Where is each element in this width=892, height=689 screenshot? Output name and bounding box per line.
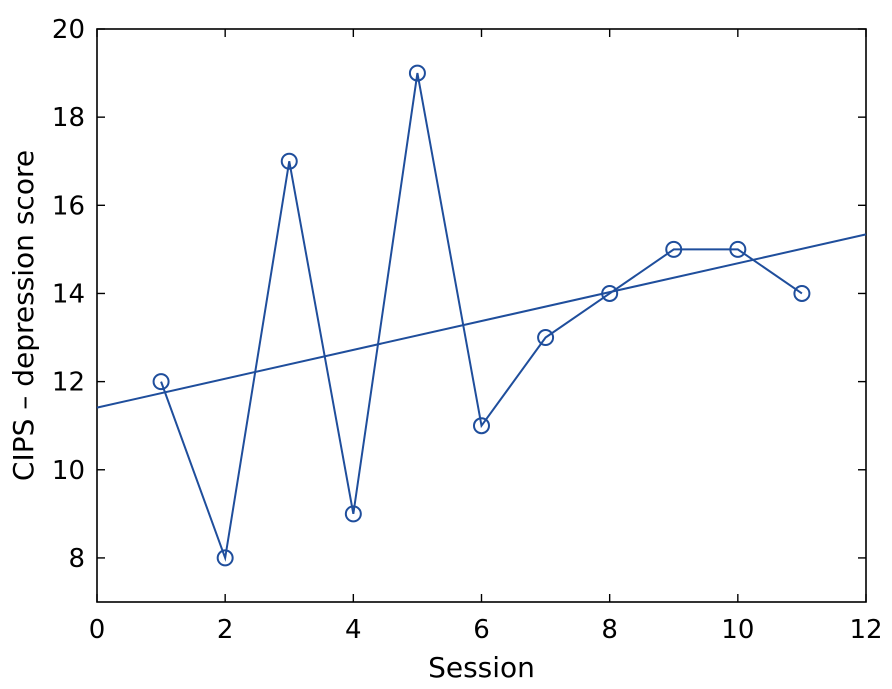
data-point-marker bbox=[344, 505, 362, 523]
plot-area-frame bbox=[96, 28, 867, 603]
y-tick-label: 18 bbox=[52, 103, 85, 133]
y-axis-label: CIPS – depression score bbox=[7, 150, 40, 481]
data-point-marker bbox=[793, 284, 811, 302]
x-tick-label: 0 bbox=[89, 615, 106, 645]
x-tick-label: 6 bbox=[473, 615, 490, 645]
data-point-marker bbox=[729, 240, 747, 258]
x-axis-label: Session bbox=[428, 651, 535, 684]
axis-ticks: 0 2 4 6 8 10 12 8 10 12 14 16 18 20 bbox=[52, 15, 883, 645]
x-tick-label: 12 bbox=[849, 615, 882, 645]
data-point-marker bbox=[408, 64, 426, 82]
x-tick-label: 4 bbox=[345, 615, 362, 645]
data-point-marker bbox=[665, 240, 683, 258]
y-tick-label: 8 bbox=[68, 544, 85, 574]
x-tick-label: 10 bbox=[721, 615, 754, 645]
y-tick-label: 16 bbox=[52, 191, 85, 221]
y-tick-label: 20 bbox=[52, 15, 85, 45]
data-point-marker bbox=[216, 549, 234, 567]
x-tick-label: 2 bbox=[217, 615, 234, 645]
trend-line bbox=[96, 233, 867, 409]
data-point-marker bbox=[473, 417, 490, 435]
y-tick-label: 10 bbox=[52, 456, 85, 486]
series-layer bbox=[96, 64, 867, 567]
y-tick-label: 14 bbox=[52, 279, 85, 309]
data-point-marker bbox=[280, 152, 298, 170]
y-tick-label: 12 bbox=[52, 368, 85, 398]
series-line bbox=[160, 72, 803, 562]
data-point-marker bbox=[152, 373, 170, 391]
data-point-marker bbox=[537, 329, 555, 347]
x-tick-label: 8 bbox=[601, 615, 618, 645]
